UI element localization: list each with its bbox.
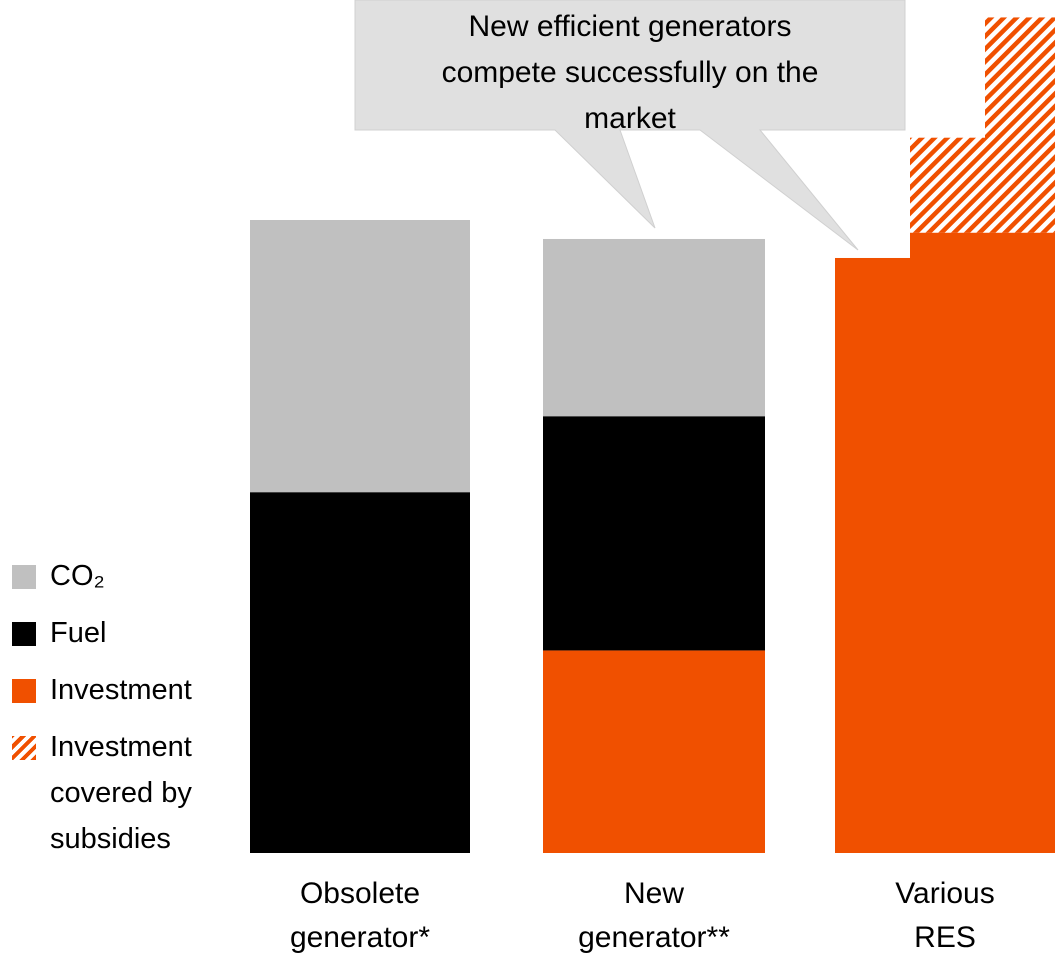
legend: CO₂ Fuel Investment Investment covered by s… (12, 553, 242, 873)
legend-swatch (12, 565, 36, 589)
bar-segment (543, 650, 765, 853)
bar-segment (250, 220, 470, 493)
bar-segment (985, 232, 1055, 853)
bar-segment (543, 416, 765, 651)
bar-segment (250, 492, 470, 853)
legend-label: CO₂ (50, 560, 105, 592)
legend-item: Investment covered by subsidies (12, 724, 240, 862)
legend-item: Fuel (12, 610, 240, 656)
legend-item: CO₂ (12, 553, 240, 599)
legend-swatch (12, 679, 36, 703)
legend-label: Fuel (50, 617, 107, 649)
callout-shape (354, 0, 906, 251)
bar-segment (543, 238, 765, 417)
bar-segment (910, 232, 985, 853)
x-tick-label: Various RES (895, 877, 995, 954)
legend-swatch (12, 736, 36, 760)
bar-segment (985, 17, 1055, 233)
annotation: New efficient generators compete success… (441, 10, 819, 135)
legend-item: Investment (12, 667, 240, 713)
x-tick-label: Obsolete generator* (289, 877, 431, 954)
bar-segment (835, 257, 910, 854)
legend-swatch (12, 622, 36, 646)
x-tick-label: New generator** (578, 877, 730, 954)
legend-label: Investment (50, 674, 192, 706)
bar-segment (910, 137, 985, 233)
legend-label: Investment covered by subsidies (50, 731, 192, 855)
